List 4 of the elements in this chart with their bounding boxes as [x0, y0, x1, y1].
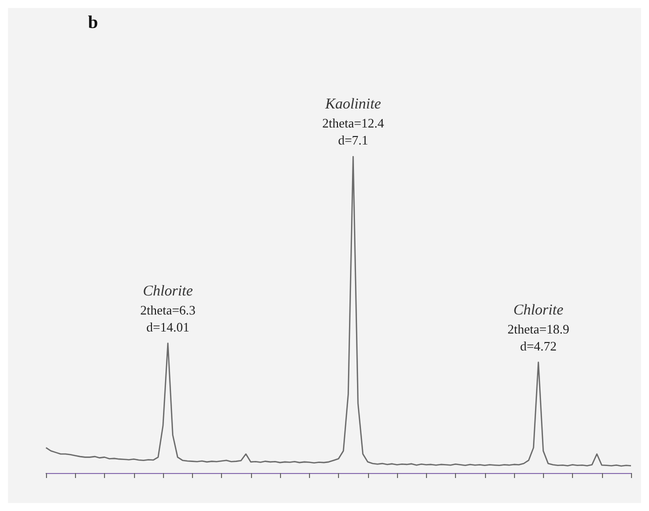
annotation: Chlorite 2theta=18.9 d=4.72 [507, 302, 570, 354]
chart-title: b [88, 12, 98, 32]
annotation: Chlorite 2theta=6.3 d=14.01 [140, 283, 196, 334]
text: Kaolinite 2theta=12.4 d=7.1 [322, 96, 385, 148]
